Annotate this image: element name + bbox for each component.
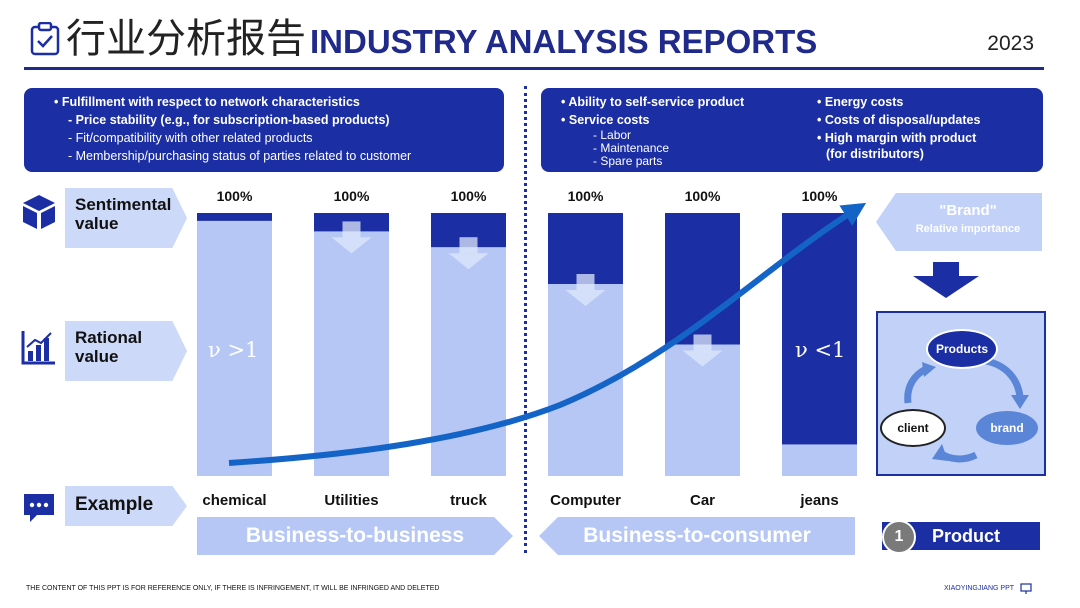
network-characteristics-heading: • Fulfillment with respect to network ch… bbox=[54, 95, 360, 109]
disposal-costs-item: • Costs of disposal/updates bbox=[817, 113, 981, 127]
self-service-item: • Ability to self-service product bbox=[561, 95, 745, 109]
network-characteristics-box: • Fulfillment with respect to network ch… bbox=[24, 88, 504, 172]
clipboard-icon bbox=[30, 22, 60, 56]
labor-item: - Labor bbox=[593, 128, 632, 142]
title-underline bbox=[24, 67, 1044, 70]
brand-importance-trend-curve bbox=[228, 202, 867, 466]
brand-relative-importance-box: "Brand" Relative importance bbox=[876, 193, 1042, 251]
spare-parts-item: - Spare parts bbox=[593, 154, 663, 168]
brand-node: brand bbox=[976, 411, 1038, 445]
b2c-banner: Business-to-consumer bbox=[539, 517, 855, 555]
footer-disclaimer: THE CONTENT OF THIS PPT IS FOR REFERENCE… bbox=[26, 585, 440, 592]
price-stability-item: - Price stability (e.g., for subscriptio… bbox=[68, 113, 390, 127]
client-node: client bbox=[880, 409, 946, 447]
bar-rational-utilities bbox=[314, 231, 389, 476]
category-label-jeans: jeans bbox=[800, 492, 839, 509]
shift-arrow-truck bbox=[448, 237, 489, 270]
rational-value-label: Rational value bbox=[65, 321, 187, 381]
category-label-chemical: chemical bbox=[202, 492, 267, 509]
energy-costs-item: • Energy costs bbox=[817, 95, 904, 109]
bar-sentimental-truck bbox=[431, 213, 506, 248]
footer-brand: XIAOYINGJIANG PPT bbox=[944, 585, 1015, 592]
bar-sentimental-jeans bbox=[782, 213, 857, 445]
category-label-car: Car bbox=[689, 492, 715, 509]
bar-rational-jeans bbox=[782, 444, 857, 476]
percent-label-car: 100% bbox=[684, 188, 721, 204]
products-node: Products bbox=[926, 329, 998, 369]
high-margin-item: • High margin with product bbox=[817, 131, 977, 145]
b2b-b2c-divider bbox=[524, 86, 527, 553]
cycle-arrows bbox=[904, 357, 1029, 463]
bar-chart-icon bbox=[21, 331, 55, 365]
sentimental-value-label: Sentimental value bbox=[65, 188, 187, 248]
shift-arrow-computer bbox=[565, 274, 606, 307]
bar-rational-truck bbox=[431, 247, 506, 476]
nu-greater-label: ν >1 bbox=[208, 338, 259, 362]
category-label-utilities: Utilities bbox=[324, 492, 379, 509]
category-label-truck: truck bbox=[450, 492, 487, 509]
bar-rational-computer bbox=[548, 284, 623, 476]
box-icon bbox=[23, 195, 55, 229]
bar-sentimental-computer bbox=[548, 213, 623, 285]
percent-label-computer: 100% bbox=[567, 188, 604, 204]
nu-less-label: ν <1 bbox=[795, 338, 846, 362]
compatibility-item: - Fit/compatibility with other related p… bbox=[68, 131, 313, 145]
section-number-badge: 1 bbox=[882, 520, 916, 554]
shift-arrow-utilities bbox=[331, 221, 372, 254]
bar-rational-car bbox=[665, 344, 740, 476]
percent-label-utilities: 100% bbox=[333, 188, 370, 204]
chat-bubble-icon bbox=[24, 494, 54, 522]
percent-label-truck: 100% bbox=[450, 188, 487, 204]
percent-label-chemical: 100% bbox=[216, 188, 253, 204]
year-label: 2023 bbox=[987, 32, 1034, 55]
bar-sentimental-car bbox=[665, 213, 740, 345]
membership-item: - Membership/purchasing status of partie… bbox=[68, 149, 412, 163]
maintenance-item: - Maintenance bbox=[593, 141, 670, 155]
brand-cycle-diagram: Products client brand bbox=[876, 311, 1046, 476]
down-arrow-icon bbox=[913, 262, 979, 298]
example-label: Example bbox=[65, 486, 187, 526]
bar-sentimental-chemical bbox=[197, 213, 272, 221]
b2b-banner: Business-to-business bbox=[197, 517, 513, 555]
presentation-icon bbox=[1020, 583, 1032, 594]
service-costs-item: • Service costs bbox=[561, 113, 650, 127]
shift-arrow-car bbox=[682, 334, 723, 367]
cost-factors-box: • Ability to self-service product • Serv… bbox=[541, 88, 1043, 172]
bar-sentimental-utilities bbox=[314, 213, 389, 232]
page-title-chinese: 行业分析报告 bbox=[66, 16, 306, 62]
percent-label-jeans: 100% bbox=[801, 188, 838, 204]
distributors-note: (for distributors) bbox=[826, 147, 924, 161]
page-title: INDUSTRY ANALYSIS REPORTS bbox=[310, 23, 818, 60]
category-label-computer: Computer bbox=[550, 492, 621, 509]
